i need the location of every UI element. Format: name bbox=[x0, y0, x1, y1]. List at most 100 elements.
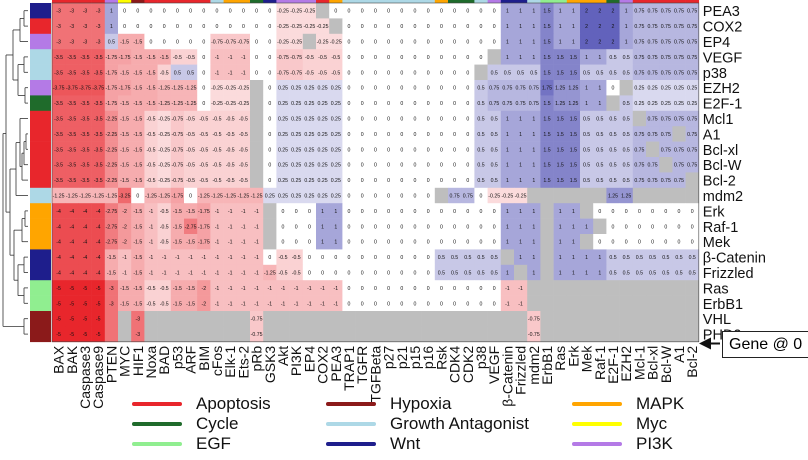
heatmap-cell bbox=[474, 203, 488, 219]
cell-value-label: 0.25 bbox=[674, 101, 684, 107]
cell-value-label: 0 bbox=[176, 9, 179, 15]
heatmap-cell bbox=[223, 95, 238, 112]
heatmap-cell bbox=[289, 80, 304, 96]
cell-value-label: -3.75 bbox=[79, 86, 91, 92]
heatmap-cell bbox=[355, 110, 370, 127]
cell-value-label: -0.5 bbox=[186, 178, 195, 184]
heatmap-cell bbox=[210, 172, 224, 189]
cell-value-label: 0.5 bbox=[517, 70, 524, 76]
heatmap-cell bbox=[170, 141, 185, 158]
cell-value-label: 0.25 bbox=[687, 86, 697, 92]
heatmap-cell bbox=[474, 326, 488, 343]
heatmap-cell bbox=[355, 264, 370, 281]
heatmap-cell bbox=[118, 157, 132, 173]
cell-value-label: 0 bbox=[348, 101, 351, 107]
heatmap-cell bbox=[395, 126, 409, 142]
row-label: E2F-1 bbox=[703, 97, 743, 113]
cell-value-label: 0 bbox=[400, 132, 403, 138]
column-group-mark bbox=[408, 0, 422, 3]
heatmap-cell bbox=[263, 218, 277, 235]
column-label: p16 bbox=[420, 346, 436, 370]
heatmap-cell bbox=[157, 187, 172, 204]
cell-value-label: -1.5 bbox=[173, 240, 182, 246]
heatmap-cell bbox=[236, 95, 251, 112]
cell-value-label: 0 bbox=[493, 286, 496, 292]
heatmap-cell bbox=[276, 49, 290, 65]
heatmap-cell bbox=[329, 234, 343, 250]
heatmap-cell bbox=[65, 295, 79, 312]
heatmap-cell bbox=[474, 3, 488, 19]
heatmap-cell bbox=[131, 49, 145, 65]
cell-value-label: -4 bbox=[69, 240, 74, 246]
cell-value-label: 1.25 bbox=[621, 194, 631, 200]
heatmap-cell bbox=[223, 172, 238, 189]
heatmap-cell bbox=[236, 311, 251, 327]
cell-value-label: 0 bbox=[466, 147, 469, 153]
heatmap-cell bbox=[632, 33, 647, 50]
cell-value-label: 0.25 bbox=[318, 86, 328, 92]
cell-value-label: 0.5 bbox=[108, 40, 115, 46]
heatmap-cell bbox=[619, 264, 634, 281]
heatmap-cell bbox=[316, 110, 330, 127]
cell-value-label: 0.75 bbox=[661, 24, 671, 30]
cell-value-label: 1 bbox=[506, 147, 509, 153]
heatmap-cell bbox=[395, 249, 409, 266]
cell-value-label: 0 bbox=[295, 209, 298, 215]
cell-value-label: -1.5 bbox=[186, 209, 195, 215]
heatmap-cell bbox=[395, 326, 409, 343]
cell-value-label: -1 bbox=[149, 240, 154, 246]
cell-value-label: 0 bbox=[361, 147, 364, 153]
cell-value-label: -2.25 bbox=[105, 163, 117, 169]
cell-value-label: -0.5 bbox=[147, 117, 156, 123]
heatmap-cell bbox=[342, 157, 356, 173]
column-group-mark bbox=[593, 0, 607, 3]
heatmap-cell bbox=[65, 311, 79, 327]
heatmap-cell bbox=[316, 203, 330, 219]
heatmap-cell bbox=[78, 95, 92, 112]
heatmap-cell bbox=[448, 141, 462, 158]
heatmap-cell bbox=[606, 295, 620, 312]
cell-value-label: 0 bbox=[268, 101, 271, 107]
cell-value-label: 1.5 bbox=[557, 147, 564, 153]
heatmap-cell bbox=[382, 3, 396, 19]
heatmap-cell bbox=[672, 80, 686, 96]
cell-value-label: -0.5 bbox=[331, 70, 340, 76]
cell-value-label: -0.25 bbox=[237, 101, 249, 107]
cell-value-label: 0 bbox=[282, 240, 285, 246]
cell-value-label: -0.75 bbox=[171, 132, 183, 138]
heatmap-cell bbox=[91, 157, 106, 173]
heatmap-cell bbox=[619, 126, 634, 142]
cell-value-label: 0 bbox=[321, 271, 324, 277]
cell-value-label: 0 bbox=[123, 9, 126, 15]
cell-value-label: 0 bbox=[202, 24, 205, 30]
cell-value-label: -0.5 bbox=[147, 286, 156, 292]
heatmap-cell bbox=[368, 326, 383, 343]
cell-value-label: 0 bbox=[268, 55, 271, 61]
heatmap-cell bbox=[157, 64, 172, 81]
heatmap-cell bbox=[170, 280, 185, 296]
heatmap-cell bbox=[382, 157, 396, 173]
heatmap-cell bbox=[540, 141, 554, 158]
heatmap-cell bbox=[408, 141, 422, 158]
cell-value-label: 0 bbox=[414, 117, 417, 123]
heatmap-cell bbox=[500, 3, 515, 19]
heatmap-cell bbox=[408, 295, 422, 312]
heatmap-cell bbox=[659, 203, 673, 219]
heatmap-cell bbox=[329, 126, 343, 142]
heatmap-cell bbox=[527, 264, 541, 281]
cell-value-label: 0 bbox=[348, 24, 351, 30]
heatmap-cell bbox=[448, 187, 462, 204]
heatmap-cell bbox=[500, 80, 515, 96]
heatmap-cell bbox=[223, 187, 238, 204]
heatmap-cell bbox=[593, 249, 607, 266]
cell-value-label: -1 bbox=[228, 286, 233, 292]
cell-value-label: -1 bbox=[241, 286, 246, 292]
heatmap-cell bbox=[408, 280, 422, 296]
cell-value-label: 0 bbox=[440, 209, 443, 215]
cell-value-label: -4 bbox=[96, 240, 101, 246]
heatmap-cell bbox=[632, 203, 647, 219]
heatmap-cell bbox=[276, 295, 290, 312]
cell-value-label: 0 bbox=[150, 9, 153, 15]
heatmap-cell bbox=[606, 311, 620, 327]
heatmap-cell bbox=[276, 326, 290, 343]
